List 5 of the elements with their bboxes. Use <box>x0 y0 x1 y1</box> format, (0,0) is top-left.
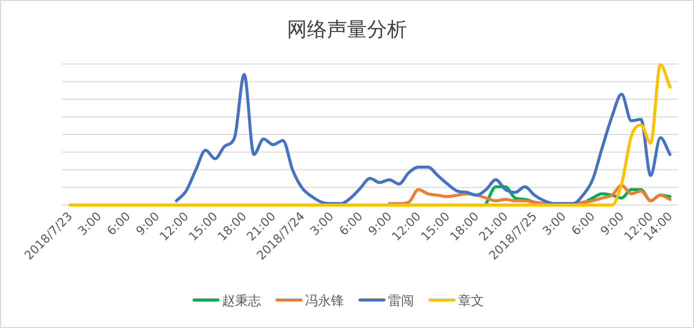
title: 网络声量分析 <box>287 17 407 41</box>
legend-label: 章文 <box>458 294 484 309</box>
legend-label: 雷闯 <box>388 294 414 309</box>
legend-label: 赵秉志 <box>222 294 261 309</box>
legend-label: 冯永锋 <box>305 293 344 309</box>
